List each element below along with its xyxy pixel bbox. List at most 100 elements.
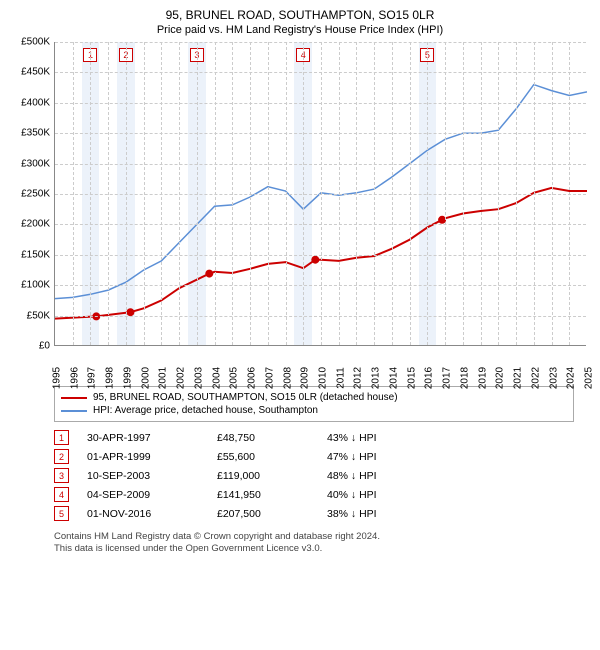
transaction-row: 1 30-APR-1997£48,75043% ↓ HPI (54, 428, 574, 447)
x-tick-label: 2012 (353, 367, 364, 389)
tx-price: £141,950 (217, 489, 327, 501)
footer-attribution: Contains HM Land Registry data © Crown c… (54, 531, 574, 556)
tx-price: £119,000 (217, 470, 327, 482)
legend: 95, BRUNEL ROAD, SOUTHAMPTON, SO15 0LR (… (54, 386, 574, 422)
x-tick-label: 2014 (388, 367, 399, 389)
plot-area: 12345 (54, 42, 586, 346)
series-marker (311, 256, 319, 264)
x-tick-label: 2003 (193, 367, 204, 389)
footer-line: This data is licensed under the Open Gov… (54, 543, 574, 555)
transaction-row: 3 10-SEP-2003£119,00048% ↓ HPI (54, 466, 574, 485)
tx-number: 2 (54, 449, 69, 464)
tx-number: 3 (54, 468, 69, 483)
tx-date: 10-SEP-2003 (87, 470, 217, 482)
gridline-v (321, 42, 322, 345)
x-tick-label: 2007 (264, 367, 275, 389)
tx-diff: 43% ↓ HPI (327, 432, 437, 444)
x-tick-label: 2010 (318, 367, 329, 389)
gridline-v (481, 42, 482, 345)
legend-label: HPI: Average price, detached house, Sout… (93, 405, 318, 416)
footer-line: Contains HM Land Registry data © Crown c… (54, 531, 574, 543)
x-tick-label: 1995 (52, 367, 63, 389)
transactions-table: 1 30-APR-1997£48,75043% ↓ HPI 2 01-APR-1999… (54, 428, 574, 523)
gridline-v (144, 42, 145, 345)
y-tick-label: £100K (21, 280, 50, 291)
gridline-v (498, 42, 499, 345)
tx-diff: 47% ↓ HPI (327, 451, 437, 463)
gridline-v (179, 42, 180, 345)
gridline-v (427, 42, 428, 345)
gridline-v (463, 42, 464, 345)
x-tick-label: 2002 (176, 367, 187, 389)
series-marker (205, 270, 213, 278)
tx-date: 04-SEP-2009 (87, 489, 217, 501)
transaction-row: 501-NOV-2016£207,50038% ↓ HPI (54, 504, 574, 523)
x-tick-label: 2016 (424, 367, 435, 389)
tx-date: 01-NOV-2016 (87, 508, 217, 520)
legend-item: HPI: Average price, detached house, Sout… (61, 404, 567, 417)
x-tick-label: 1999 (122, 367, 133, 389)
x-tick-label: 2001 (158, 367, 169, 389)
x-tick-label: 2005 (229, 367, 240, 389)
chart-subtitle: Price paid vs. HM Land Registry's House … (10, 24, 590, 36)
tx-date: 01-APR-1999 (87, 451, 217, 463)
gridline-v (268, 42, 269, 345)
x-tick-label: 2017 (442, 367, 453, 389)
y-axis-labels: £0£50K£100K£150K£200K£250K£300K£350K£400… (10, 42, 52, 346)
tx-price: £48,750 (217, 432, 327, 444)
gridline-v (73, 42, 74, 345)
y-tick-label: £400K (21, 97, 50, 108)
gridline-v (534, 42, 535, 345)
y-tick-label: £350K (21, 128, 50, 139)
y-tick-label: £0 (39, 341, 50, 352)
x-axis-labels: 1995199619971998199920002001200220032004… (54, 348, 586, 382)
x-tick-label: 2018 (459, 367, 470, 389)
transaction-row: 2 01-APR-1999£55,60047% ↓ HPI (54, 447, 574, 466)
y-tick-label: £50K (27, 310, 50, 321)
chart-area: £0£50K£100K£150K£200K£250K£300K£350K£400… (10, 42, 590, 382)
x-tick-label: 2008 (282, 367, 293, 389)
tx-diff: 40% ↓ HPI (327, 489, 437, 501)
gridline-v (374, 42, 375, 345)
x-tick-label: 1998 (105, 367, 116, 389)
x-tick-label: 2011 (335, 367, 346, 389)
legend-label: 95, BRUNEL ROAD, SOUTHAMPTON, SO15 0LR (… (93, 392, 398, 403)
tx-number: 1 (54, 430, 69, 445)
legend-swatch (61, 410, 87, 412)
tx-diff: 48% ↓ HPI (327, 470, 437, 482)
tx-number: 4 (54, 487, 69, 502)
tx-date: 30-APR-1997 (87, 432, 217, 444)
gridline-v (232, 42, 233, 345)
y-tick-label: £250K (21, 189, 50, 200)
x-tick-label: 2025 (584, 367, 595, 389)
gridline-v (552, 42, 553, 345)
x-tick-label: 2009 (300, 367, 311, 389)
x-tick-label: 2023 (548, 367, 559, 389)
gridline-v (126, 42, 127, 345)
x-tick-label: 2004 (211, 367, 222, 389)
tx-price: £55,600 (217, 451, 327, 463)
x-tick-label: 1997 (87, 367, 98, 389)
gridline-v (356, 42, 357, 345)
y-tick-label: £500K (21, 37, 50, 48)
gridline-v (516, 42, 517, 345)
transaction-row: 4 04-SEP-2009£141,95040% ↓ HPI (54, 485, 574, 504)
y-tick-label: £450K (21, 67, 50, 78)
gridline-v (197, 42, 198, 345)
legend-item: 95, BRUNEL ROAD, SOUTHAMPTON, SO15 0LR (… (61, 391, 567, 404)
x-tick-label: 2015 (406, 367, 417, 389)
gridline-v (410, 42, 411, 345)
chart-title: 95, BRUNEL ROAD, SOUTHAMPTON, SO15 0LR (10, 8, 590, 22)
x-tick-label: 2013 (371, 367, 382, 389)
tx-number: 5 (54, 506, 69, 521)
gridline-v (445, 42, 446, 345)
x-tick-label: 2020 (495, 367, 506, 389)
gridline-v (569, 42, 570, 345)
gridline-v (250, 42, 251, 345)
gridline-v (286, 42, 287, 345)
gridline-v (392, 42, 393, 345)
legend-swatch (61, 397, 87, 399)
x-tick-label: 2006 (247, 367, 258, 389)
x-tick-label: 2022 (530, 367, 541, 389)
tx-diff: 38% ↓ HPI (327, 508, 437, 520)
